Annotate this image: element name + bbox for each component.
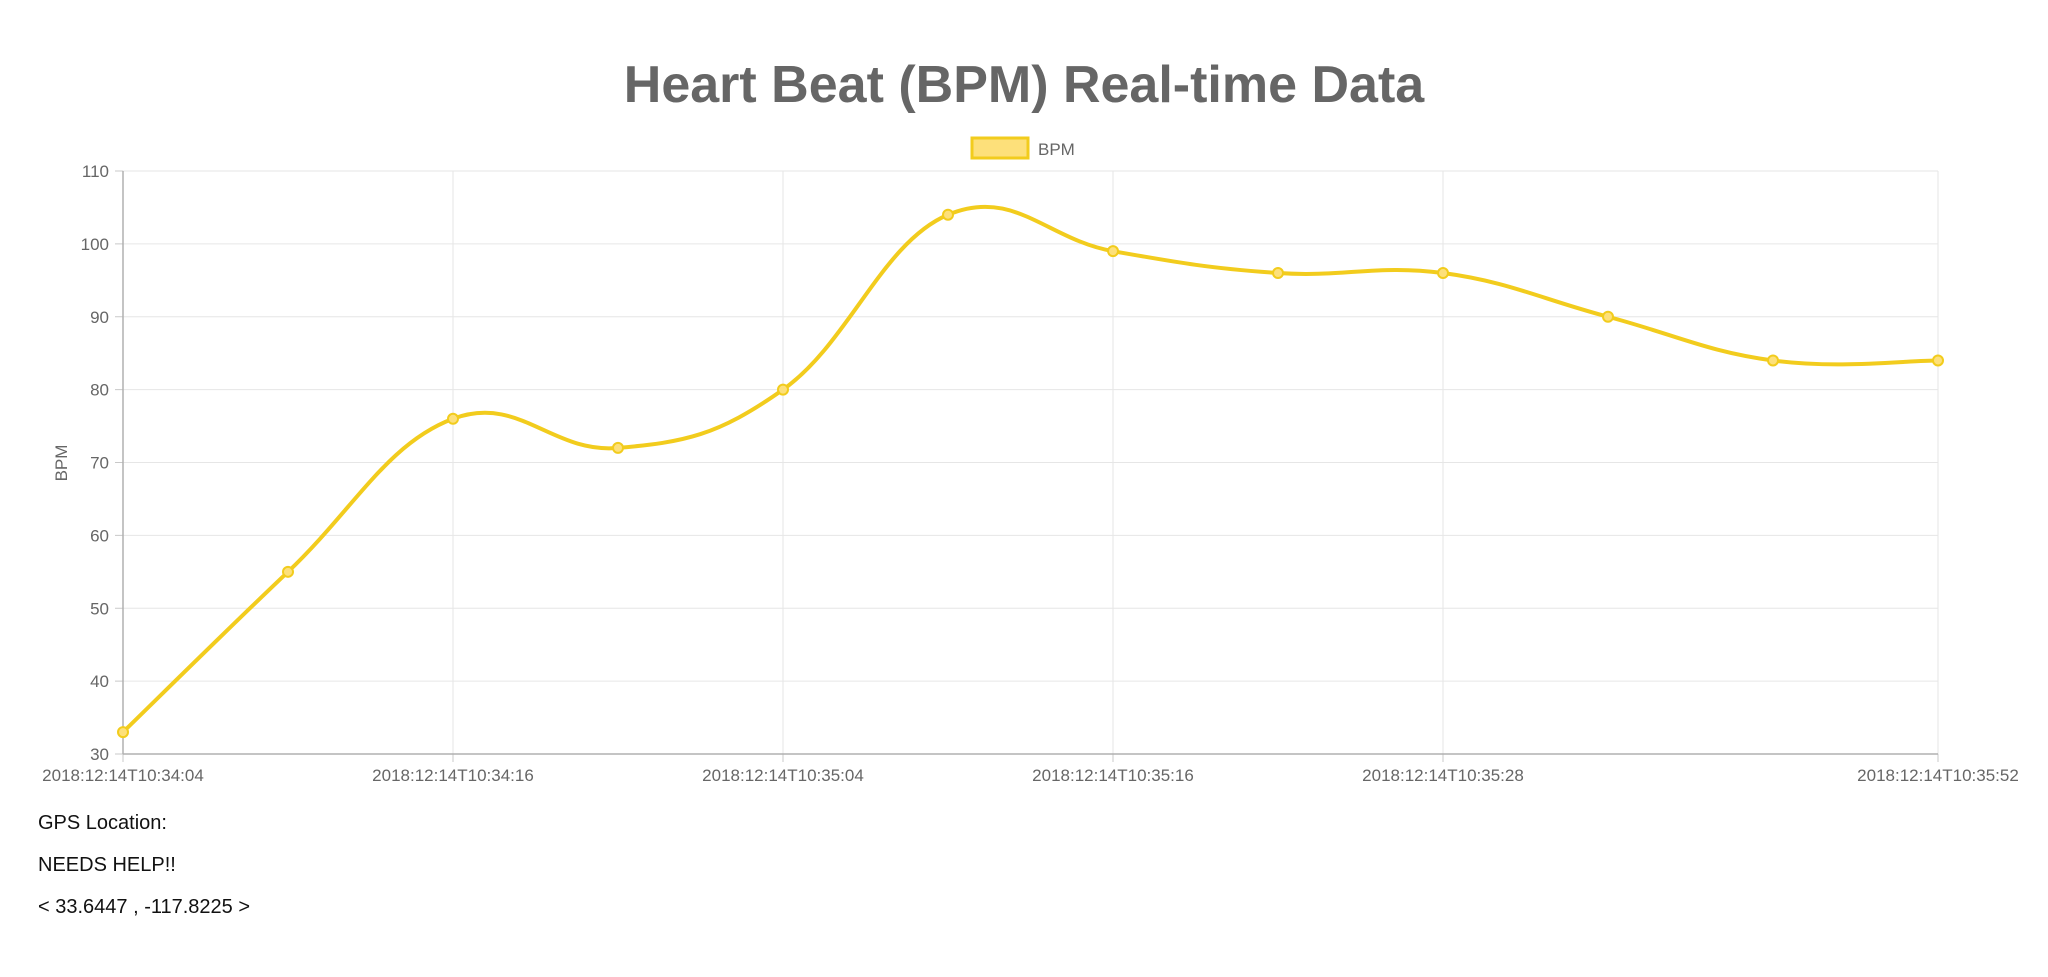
y-tick-label: 110	[82, 162, 109, 181]
series-line-bpm	[121, 204, 1939, 734]
x-tick-label: 2018:12:14T10:35:52	[1857, 766, 2019, 785]
heart-rate-chart: Heart Beat (BPM) Real-time Data BPM BPM …	[42, 56, 2019, 785]
y-tick-label: 30	[90, 745, 109, 764]
y-axis-label: BPM	[52, 445, 71, 482]
status-text: NEEDS HELP!!	[38, 854, 176, 876]
chart-svg: Heart Beat (BPM) Real-time Data BPM BPM …	[42, 56, 2019, 785]
data-point	[1932, 354, 1944, 367]
data-point	[1602, 310, 1614, 323]
y-tick-label: 80	[90, 381, 109, 400]
data-point	[1437, 267, 1449, 280]
y-tick-label: 100	[81, 235, 109, 254]
legend-label: BPM	[1038, 140, 1075, 159]
data-point	[942, 208, 954, 221]
gps-coordinates: < 33.6447 , -117.8225 >	[38, 896, 251, 918]
grid	[115, 170, 1939, 762]
x-tick-label: 2018:12:14T10:35:28	[1362, 766, 1524, 785]
y-tick-label: 90	[90, 308, 109, 327]
series-layer	[117, 204, 1944, 739]
data-point	[447, 412, 459, 425]
x-tick-label: 2018:12:14T10:35:04	[702, 766, 864, 785]
data-point	[1107, 245, 1119, 258]
data-point	[612, 441, 624, 454]
chart-title: Heart Beat (BPM) Real-time Data	[624, 56, 1425, 114]
x-tick-label: 2018:12:14T10:34:04	[42, 766, 204, 785]
y-tick-label: 70	[90, 454, 109, 473]
y-tick-label: 60	[90, 526, 109, 545]
data-point	[117, 726, 129, 739]
y-tick-label: 40	[90, 672, 109, 691]
data-point	[1272, 267, 1284, 280]
x-tick-label: 2018:12:14T10:34:16	[372, 766, 534, 785]
y-tick-label: 50	[90, 599, 109, 618]
gps-location-label: GPS Location:	[38, 812, 167, 834]
legend: BPM	[970, 136, 1075, 160]
data-point	[282, 565, 294, 578]
x-tick-label: 2018:12:14T10:35:16	[1032, 766, 1194, 785]
data-point	[777, 383, 789, 396]
y-axis-ticks: 110 100 90 80 70 60 50 40 30	[81, 162, 109, 764]
legend-swatch	[970, 136, 1030, 160]
data-point	[1767, 354, 1779, 367]
x-axis-ticks: 2018:12:14T10:34:04 2018:12:14T10:34:16 20…	[42, 766, 2019, 785]
